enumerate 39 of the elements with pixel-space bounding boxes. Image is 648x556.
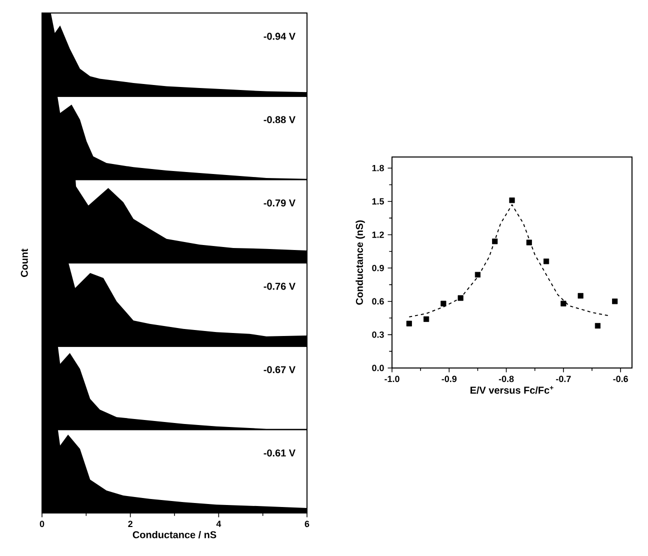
annotation: -0.67 V xyxy=(264,366,296,374)
point xyxy=(406,320,412,326)
point xyxy=(526,240,532,246)
point xyxy=(578,293,584,299)
y-tick-label: 0.3 xyxy=(372,331,384,338)
point xyxy=(458,295,464,301)
x-tick-label: -0.9 xyxy=(442,376,457,382)
point xyxy=(440,300,446,306)
point xyxy=(474,272,481,278)
y-tick-label: 1.2 xyxy=(372,232,384,238)
x-tick-label: -1.0 xyxy=(384,376,400,382)
x-tick-label: 6 xyxy=(304,520,310,528)
annotation: -0.61 V xyxy=(264,449,296,457)
y-axis-title: Count xyxy=(20,248,28,277)
y-tick-label: 1.5 xyxy=(372,198,384,205)
y-tick-label: 1.8 xyxy=(372,164,384,172)
x-axis-title: Conductance / nS xyxy=(132,530,216,538)
annotation: -0.88 V xyxy=(264,116,296,124)
x-axis-title: E/V versus Fc/Fc$^{+}$ xyxy=(470,386,554,394)
x-tick-label: -0.8 xyxy=(498,376,514,382)
y-tick-label: 0.0 xyxy=(372,364,384,372)
y-tick-label: 0.6 xyxy=(372,298,384,305)
y-axis-title: Conductance (nS) xyxy=(356,220,365,305)
point xyxy=(492,238,498,244)
y-tick-label: 0.9 xyxy=(372,264,384,272)
annotation: -0.79 V xyxy=(264,199,296,207)
x-tick-label: 0 xyxy=(40,520,44,528)
point xyxy=(594,322,601,329)
annotation: -0.76 V xyxy=(264,282,296,290)
x-tick-label: -0.6 xyxy=(613,376,628,382)
x-tick-label: 4 xyxy=(216,520,222,527)
x-tick-label: -0.7 xyxy=(556,376,571,382)
x-tick-label: 2 xyxy=(128,520,132,528)
point xyxy=(560,300,566,306)
point xyxy=(509,198,515,204)
point xyxy=(424,316,430,322)
annotation: -0.94 V xyxy=(264,32,296,40)
point xyxy=(612,298,618,304)
point xyxy=(544,258,550,264)
